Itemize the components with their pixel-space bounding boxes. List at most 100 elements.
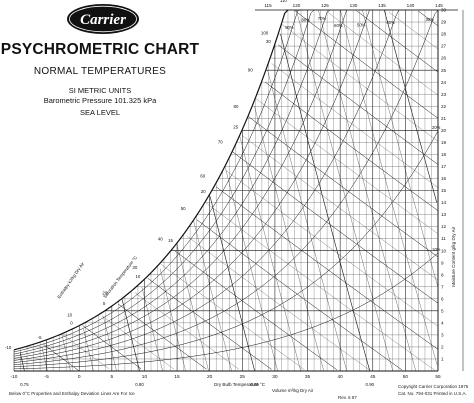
relative-humidity-curve	[13, 9, 370, 361]
enthalpy-tick-label: 90	[248, 68, 253, 73]
y-tick-label: 3	[441, 333, 444, 338]
top-scale-label: 145	[435, 3, 443, 8]
saturation-tick-label: 20	[201, 189, 206, 194]
relative-humidity-label: 90%	[285, 25, 294, 30]
volume-line	[267, 70, 347, 372]
relative-humidity-label: 80%	[302, 17, 311, 22]
enthalpy-line	[389, 12, 439, 50]
volume-line	[61, 334, 71, 372]
y-tick-label: 10	[441, 248, 447, 253]
enthalpy-tick-label: 110	[280, 0, 288, 3]
y-tick-label: 18	[441, 152, 447, 157]
y-tick-label: 12	[441, 224, 447, 229]
volume-tick-label: 0.75	[20, 382, 29, 387]
x-tick-label: 35	[305, 374, 311, 380]
saturation-tick-label: 30	[266, 39, 271, 44]
saturation-tick-label: -5	[38, 335, 42, 340]
y-tick-label: 5	[441, 308, 444, 313]
enthalpy-line	[43, 344, 80, 372]
x-tick-label: -5	[44, 374, 49, 380]
saturation-tick-label: 0	[70, 321, 73, 326]
relative-humidity-curve	[13, 9, 315, 355]
brand-wordmark: Carrier	[80, 12, 126, 28]
enthalpy-line	[278, 44, 439, 165]
top-scale-label: 130	[350, 3, 358, 8]
y-tick-label: 21	[441, 116, 447, 121]
relative-humidity-curve	[13, 9, 439, 365]
saturation-tick-label: 5	[103, 301, 106, 306]
y-tick-label: 8	[441, 272, 444, 277]
enthalpy-line	[232, 151, 439, 304]
chart-lines	[13, 9, 464, 372]
enthalpy-line	[101, 315, 174, 370]
volume-line	[209, 196, 255, 372]
y-tick-label: 30	[441, 8, 447, 13]
relative-humidity-curve	[13, 252, 439, 370]
y-tick-label: 23	[441, 92, 447, 97]
y-tick-label: 6	[441, 296, 444, 301]
x-tick-label: 20	[207, 374, 213, 380]
enthalpy-line	[327, 11, 439, 96]
enthalpy-line	[356, 10, 439, 73]
volume-line	[193, 220, 232, 372]
y-tick-label: 9	[441, 260, 444, 265]
enthalpy-line	[418, 10, 439, 27]
sea-level-label: SEA LEVEL	[79, 108, 121, 117]
volume-tick-label: 0.90	[366, 382, 375, 387]
enthalpy-line	[248, 116, 439, 258]
volume-tick-label: 0.85	[250, 382, 259, 387]
enthalpy-tick-label: 70	[218, 139, 223, 144]
volume-line	[224, 166, 278, 372]
volume-line	[176, 244, 209, 372]
enthalpy-line	[271, 63, 439, 188]
y-tick-label: 13	[441, 212, 447, 217]
volume-line	[318, 9, 417, 372]
x-tick-label: 45	[370, 374, 376, 380]
copyright-label: Copyright Carrier Corporation 1975	[398, 384, 469, 389]
volume-tick-label: 0.80	[135, 382, 144, 387]
relative-humidity-label: 50%	[357, 23, 366, 28]
x-tick-label: -10	[11, 374, 18, 380]
enthalpy-line	[160, 263, 305, 370]
volume-axis-label: Volume m³/kg Dry Air	[272, 388, 314, 393]
relative-humidity-label: 60%	[334, 23, 343, 28]
volume-line	[19, 352, 25, 372]
enthalpy-line	[294, 10, 439, 119]
y-tick-label: 29	[441, 20, 447, 25]
y-tick-label: 24	[441, 80, 447, 85]
volume-line	[340, 9, 438, 366]
y-tick-label: 27	[441, 44, 447, 49]
enthalpy-tick-label: 60	[200, 173, 205, 178]
y-tick-label: 28	[441, 32, 447, 37]
x-tick-label: 40	[337, 374, 343, 380]
enthalpy-tick-label: 40	[158, 237, 163, 242]
saturation-tick-label: 15	[168, 238, 173, 243]
relative-humidity-label: 30%	[425, 17, 434, 22]
relative-humidity-curve	[13, 9, 400, 363]
enthalpy-tick-label: 100	[261, 30, 269, 35]
ice-note: Below 0°C Properties and Enthalpy Deviat…	[9, 391, 135, 396]
x-tick-label: 15	[174, 374, 180, 380]
enthalpy-tick-label: 80	[234, 104, 239, 109]
saturation-curve	[13, 9, 289, 351]
y-tick-label: 20	[441, 128, 447, 133]
relative-humidity-curve	[13, 9, 331, 357]
volume-line	[280, 33, 371, 372]
volume-line	[160, 268, 186, 372]
enthalpy-line	[264, 81, 439, 211]
y-tick-label: 22	[441, 104, 447, 109]
x-tick-label: 25	[240, 374, 246, 380]
relative-humidity-label: 70%	[318, 16, 327, 21]
volume-line	[254, 106, 324, 372]
top-scale-label: 125	[321, 3, 329, 8]
x-tick-label: 0	[78, 374, 81, 380]
x-tick-label: 10	[142, 374, 148, 380]
enthalpy-line	[225, 170, 439, 327]
volume-line	[141, 286, 163, 372]
y-tick-label: 1	[441, 357, 444, 362]
enthalpy-line	[196, 219, 403, 371]
saturation-tick-label: 25	[233, 124, 238, 129]
enthalpy-line	[216, 186, 439, 350]
catalog-label: Cat. No. 794-031 Printed in U.S.A.	[398, 391, 467, 396]
